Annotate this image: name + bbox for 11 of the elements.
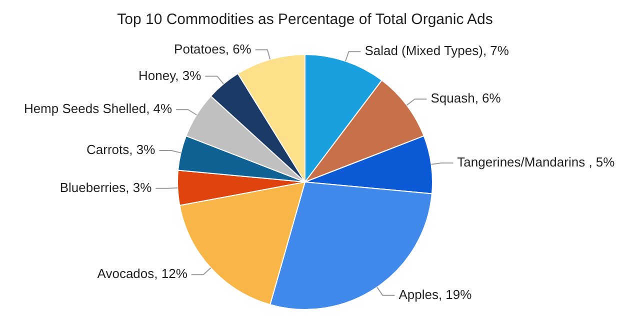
- slice-label: Carrots, 3%: [86, 142, 156, 158]
- slice-label: Hemp Seeds Shelled, 4%: [24, 101, 173, 116]
- chart-title: Top 10 Commodities as Percentage of Total Organic Ads: [117, 11, 493, 28]
- slice-label: Avocados, 12%: [97, 266, 188, 282]
- slice-label: Honey, 3%: [138, 68, 202, 83]
- slice-label: Tangerines/Mandarins , 5%: [457, 154, 616, 170]
- slice-label: Potatoes, 6%: [174, 41, 252, 56]
- slice-label: Squash, 6%: [430, 90, 502, 106]
- slice-label: Apples, 19%: [398, 287, 472, 302]
- slice-label: Salad (Mixed Types), 7%: [364, 43, 510, 58]
- slice-label: Blueberries, 3%: [60, 180, 152, 195]
